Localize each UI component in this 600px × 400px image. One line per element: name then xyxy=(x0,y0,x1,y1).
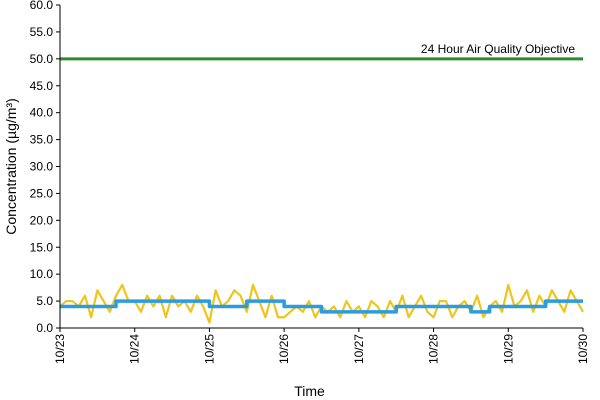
y-tick-label: 10.0 xyxy=(30,267,54,281)
y-tick-label: 15.0 xyxy=(30,240,54,254)
x-tick-label: 10/30 xyxy=(576,334,590,364)
y-tick-label: 55.0 xyxy=(30,25,54,39)
y-tick-label: 35.0 xyxy=(30,133,54,147)
y-tick-label: 45.0 xyxy=(30,79,54,93)
x-axis-title: Time xyxy=(294,383,325,399)
average-series-line xyxy=(60,299,583,314)
x-tick-label: 10/26 xyxy=(277,334,291,364)
x-tick-label: 10/25 xyxy=(202,334,216,364)
x-tick-label: 10/29 xyxy=(501,334,515,364)
hourly-series-line xyxy=(59,283,584,324)
x-tick-label: 10/27 xyxy=(352,334,366,364)
x-tick-label: 10/24 xyxy=(128,334,142,364)
x-axis-ticks: 10/23 10/24 10/25 10/26 10/27 10/28 10/29 10/30 xyxy=(53,328,590,364)
y-tick-label: 5.0 xyxy=(36,294,53,308)
y-axis-ticks: 0.0 5.0 10.0 15.0 20.0 25.0 30.0 35.0 40.0 45.0 50… xyxy=(30,0,60,335)
y-tick-label: 20.0 xyxy=(30,213,54,227)
y-tick-label: 0.0 xyxy=(36,321,53,335)
x-tick-label: 10/28 xyxy=(427,334,441,364)
y-axis-title: Concentration (µg/m³) xyxy=(3,98,19,234)
y-tick-label: 40.0 xyxy=(30,106,54,120)
y-tick-label: 25.0 xyxy=(30,186,54,200)
series-layer xyxy=(59,57,584,324)
y-tick-label: 60.0 xyxy=(30,0,54,12)
y-tick-label: 50.0 xyxy=(30,52,54,66)
x-tick-label: 10/23 xyxy=(53,334,67,364)
objective-annotation: 24 Hour Air Quality Objective xyxy=(421,42,575,56)
y-tick-label: 30.0 xyxy=(30,160,54,174)
